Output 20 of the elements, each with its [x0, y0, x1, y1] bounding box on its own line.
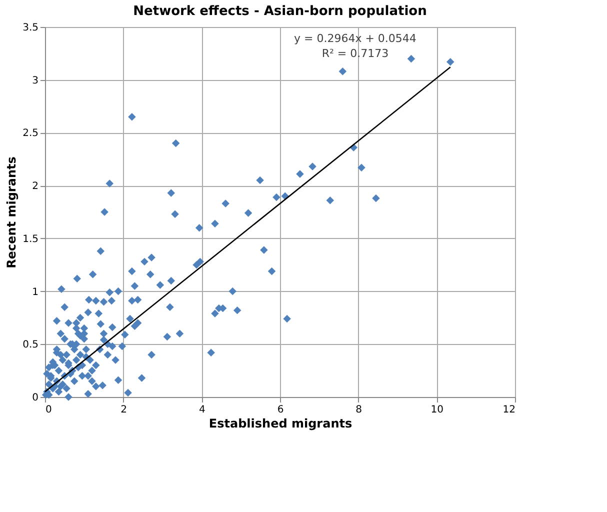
x-tick-label: 6 [277, 404, 284, 416]
x-axis-title: Established migrants [208, 416, 352, 430]
x-tick-label: 2 [120, 404, 128, 416]
y-tick-label: 3.5 [22, 22, 38, 34]
annotation: R² = 0.7173 [322, 47, 389, 60]
chart-title: Network effects - Asian-born population [133, 4, 427, 19]
x-tick-label: 12 [502, 404, 516, 416]
y-tick-label: 3 [32, 75, 38, 86]
y-tick-label: 0.5 [22, 340, 38, 351]
y-axis-title: Recent migrants [4, 156, 19, 268]
x-tick-label: 8 [356, 404, 362, 416]
x-tick-label: 10 [430, 404, 444, 416]
y-tick-label: 2 [32, 181, 38, 192]
x-tick-label: 0 [46, 404, 52, 416]
y-tick-label: 1.5 [22, 234, 38, 245]
y-tick-label: 1 [32, 286, 38, 298]
y-tick-label: 2.5 [22, 128, 38, 140]
x-tick-label: 4 [198, 404, 206, 416]
y-tick-label: 0 [32, 392, 38, 404]
annotation: y = 0.2964x + 0.0544 [294, 32, 416, 45]
